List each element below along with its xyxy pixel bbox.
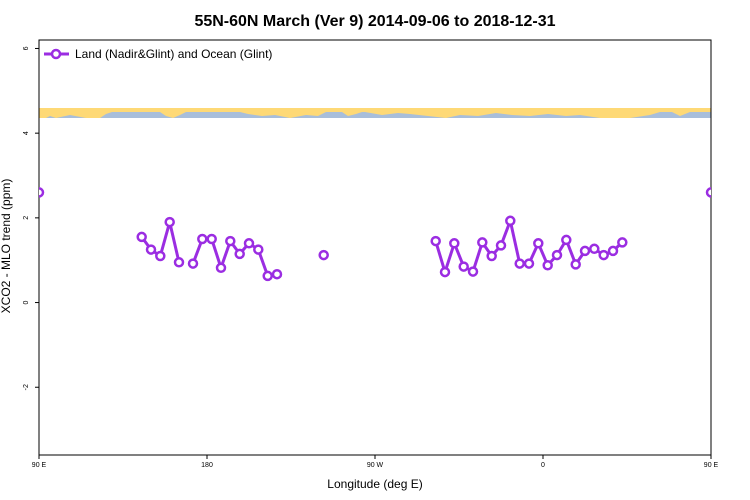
data-point xyxy=(598,249,609,261)
data-point xyxy=(197,233,208,245)
data-point xyxy=(523,258,535,269)
data-point xyxy=(262,270,273,282)
data-point xyxy=(206,233,217,245)
data-point xyxy=(467,266,479,277)
series-layer xyxy=(39,187,711,282)
data-point xyxy=(477,237,488,248)
data-point xyxy=(318,249,329,261)
x-tick-label: 90 W xyxy=(367,462,384,469)
data-point xyxy=(542,260,553,271)
y-tick-label: 4 xyxy=(23,131,30,135)
data-point xyxy=(495,240,507,251)
x-tick-label: 0 xyxy=(541,462,545,469)
data-point xyxy=(486,250,497,262)
x-tick-label: 90 E xyxy=(32,462,47,469)
data-point xyxy=(225,235,236,247)
data-point xyxy=(39,187,45,198)
data-point xyxy=(243,238,255,249)
y-tick-label: -2 xyxy=(23,384,30,390)
data-point xyxy=(607,245,619,257)
legend-entry-label: Land (Nadir&Glint) and Ocean (Glint) xyxy=(75,47,272,61)
map-strip-land-shapes xyxy=(39,112,690,118)
data-point xyxy=(570,259,581,270)
data-point xyxy=(155,250,166,262)
data-point xyxy=(439,266,451,278)
data-point xyxy=(514,258,525,269)
y-axis: -2 0 2 4 6 xyxy=(23,46,39,390)
y-axis-label: XCO2 - MLO trend (ppm) xyxy=(0,179,13,314)
legend-marker-swatch xyxy=(50,48,62,60)
data-point xyxy=(551,249,563,261)
data-point xyxy=(136,231,147,243)
data-point xyxy=(705,187,711,198)
chart-title: 55N-60N March (Ver 9) 2014-09-06 to 2018… xyxy=(194,13,555,30)
y-tick-label: 0 xyxy=(23,301,30,305)
land-ocean-map-strip xyxy=(39,108,711,118)
x-tick-label: 180 xyxy=(201,462,213,469)
data-point xyxy=(271,268,283,280)
data-point xyxy=(449,238,460,249)
y-tick-label: 2 xyxy=(23,216,30,220)
data-point xyxy=(561,234,572,246)
x-axis: 90 E 180 90 W 0 90 E xyxy=(32,455,719,469)
data-point xyxy=(145,244,157,255)
data-point xyxy=(173,257,185,268)
data-point xyxy=(458,261,469,272)
series-line xyxy=(191,237,278,278)
data-point xyxy=(589,243,600,255)
data-point xyxy=(579,245,591,257)
data-point xyxy=(253,244,264,255)
x-tick-label: 90 E xyxy=(704,462,719,469)
data-point xyxy=(187,258,199,269)
data-point xyxy=(617,237,628,248)
data-point xyxy=(164,216,175,228)
data-point xyxy=(215,262,227,274)
x-axis-label: Longitude (deg E) xyxy=(327,477,422,491)
map-strip-land xyxy=(39,108,711,112)
data-point xyxy=(430,235,441,247)
y-tick-label: 6 xyxy=(23,46,30,50)
legend: Land (Nadir&Glint) and Ocean (Glint) xyxy=(44,47,272,61)
data-point xyxy=(533,238,544,249)
data-point xyxy=(505,215,516,227)
data-point xyxy=(234,248,245,260)
